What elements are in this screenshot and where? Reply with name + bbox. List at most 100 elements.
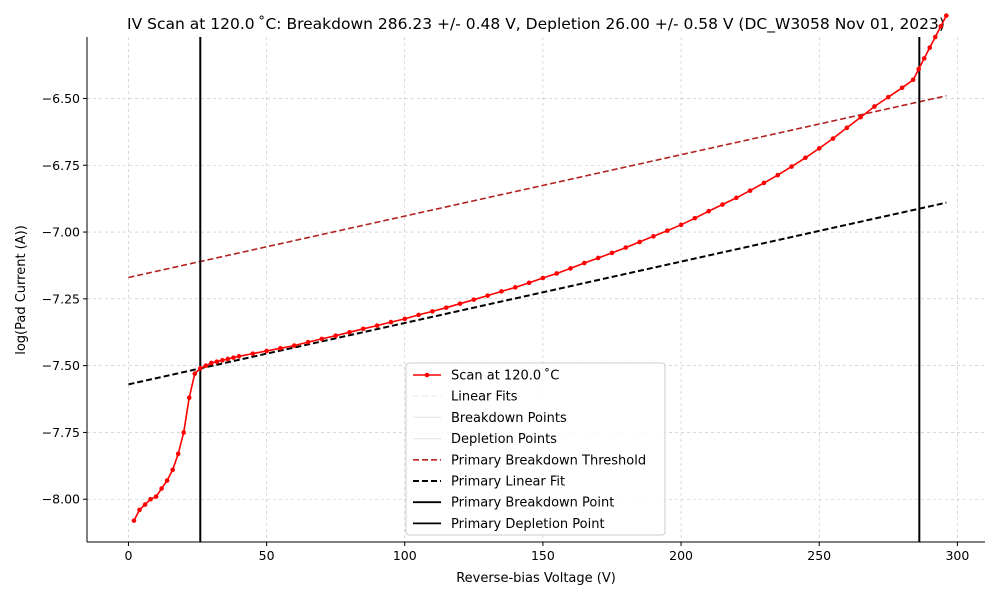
- scan-data-point: [209, 360, 214, 366]
- scan-data-point: [692, 215, 698, 221]
- scan-data-point: [789, 164, 794, 169]
- scan-data-point: [512, 285, 518, 290]
- scan-data-point: [131, 518, 137, 523]
- scan-data-point: [582, 260, 587, 266]
- scan-data-point: [319, 336, 325, 342]
- scan-data-point: [471, 297, 477, 302]
- legend-entry: Breakdown Points: [413, 411, 567, 426]
- x-axis-ticks: 0 50 100 150 200 250 300: [124, 542, 969, 563]
- scan-data-point: [430, 309, 435, 314]
- scan-data-point: [264, 348, 269, 354]
- legend-label: Scan at 120.0 ˚C: [451, 368, 559, 384]
- y-tick-label: −6.75: [42, 158, 80, 173]
- scan-data-point: [175, 451, 181, 457]
- scan-data-point: [678, 222, 684, 228]
- scan-data-point: [858, 114, 863, 120]
- scan-data-point: [214, 359, 220, 364]
- scan-data-point: [526, 280, 532, 286]
- x-axis-label: Reverse-bias Voltage (V): [456, 571, 616, 586]
- scan-data-point: [637, 239, 642, 245]
- y-tick-label: −7.50: [42, 358, 80, 373]
- scan-data-point: [443, 305, 449, 310]
- scan-data-point: [499, 289, 504, 294]
- scan-data-point: [164, 478, 170, 483]
- y-tick-label: −7.25: [42, 291, 80, 306]
- legend-entry: Depletion Points: [413, 432, 557, 447]
- scan-data-point: [305, 339, 311, 345]
- x-tick-label: 200: [669, 548, 693, 563]
- scan-data-point: [388, 319, 394, 325]
- axes-spines: [86, 37, 985, 543]
- scan-data-point: [651, 234, 656, 239]
- scan-data-point: [720, 202, 725, 207]
- scan-data-point: [927, 45, 933, 50]
- scan-data-point: [159, 486, 164, 491]
- scan-data-point: [916, 66, 921, 72]
- scan-data-point: [347, 329, 352, 335]
- scan-data-point: [236, 353, 242, 359]
- legend-entry: Primary Breakdown Threshold: [413, 453, 646, 468]
- scan-data-point: [231, 355, 236, 360]
- scan-data-point: [775, 172, 781, 178]
- scan-data-point: [457, 301, 463, 306]
- scan-data-point: [938, 24, 944, 29]
- legend-label: Primary Breakdown Threshold: [451, 453, 646, 468]
- scan-data-point: [816, 146, 822, 151]
- y-tick-label: −7.75: [42, 425, 80, 440]
- scan-data-point: [374, 323, 380, 328]
- legend-entry: Scan at 120.0 ˚C: [413, 368, 559, 384]
- scan-data-point: [623, 245, 629, 250]
- scan-data-point: [416, 312, 421, 318]
- legend: Scan at 120.0 ˚C Linear Fits Breakdown Poi…: [405, 362, 666, 536]
- scan-data-point: [170, 467, 175, 473]
- primary-linear-fit-line: [128, 201, 947, 386]
- scan-data-point: [137, 507, 142, 513]
- scan-data-point: [225, 356, 231, 362]
- scan-data-point: [203, 363, 209, 368]
- scan-data-point: [609, 250, 615, 256]
- plot-area: [128, 13, 949, 542]
- scan-data-point: [153, 494, 159, 499]
- y-tick-label: −8.00: [42, 492, 80, 507]
- primary-breakdown-threshold-line: [128, 95, 947, 279]
- scan-data-point: [192, 371, 198, 376]
- scan-data-point: [595, 255, 601, 261]
- scan-data-point: [540, 275, 546, 281]
- scan-data-point: [278, 345, 283, 351]
- scan-data-point: [944, 13, 949, 18]
- x-tick-label: 150: [531, 548, 555, 563]
- legend-label: Primary Depletion Point: [451, 517, 605, 532]
- scan-data-point: [485, 293, 490, 298]
- legend-label: Depletion Points: [451, 432, 557, 447]
- y-tick-label: −7.00: [42, 225, 80, 240]
- scan-data-point: [830, 136, 836, 141]
- legend-label: Linear Fits: [451, 390, 518, 405]
- scan-data-point: [568, 266, 573, 271]
- scan-data-point: [706, 208, 711, 214]
- scan-data-point: [402, 316, 408, 322]
- scan-data-point: [885, 94, 891, 100]
- scan-data-point: [734, 195, 739, 201]
- x-tick-label: 250: [807, 548, 831, 563]
- legend-entry: Linear Fits: [413, 390, 518, 405]
- scan-data-point: [899, 85, 905, 91]
- x-tick-label: 100: [393, 548, 417, 563]
- x-tick-label: 300: [945, 548, 969, 563]
- scan-data-point: [910, 77, 916, 83]
- y-axis-label: log(Pad Current (A)): [14, 225, 29, 355]
- scan-data-point: [333, 333, 338, 339]
- legend-label: Breakdown Points: [451, 411, 567, 426]
- scan-data-point: [921, 56, 927, 61]
- scan-data-point: [250, 351, 256, 356]
- scan-data-point: [803, 155, 808, 161]
- legend-swatch-marker: [424, 372, 430, 378]
- x-tick-label: 0: [124, 548, 132, 563]
- scan-data-point: [186, 395, 192, 401]
- scan-data-point: [747, 188, 753, 193]
- y-axis-ticks: −8.00 −7.75 −7.50 −7.25 −7.00 −6.75 −6.50: [42, 91, 87, 507]
- chart-title: IV Scan at 120.0 ˚C: Breakdown 286.23 +/…: [127, 15, 945, 34]
- scan-data-point: [181, 430, 187, 435]
- y-tick-label: −6.50: [42, 91, 80, 106]
- scan-data-point: [142, 502, 148, 507]
